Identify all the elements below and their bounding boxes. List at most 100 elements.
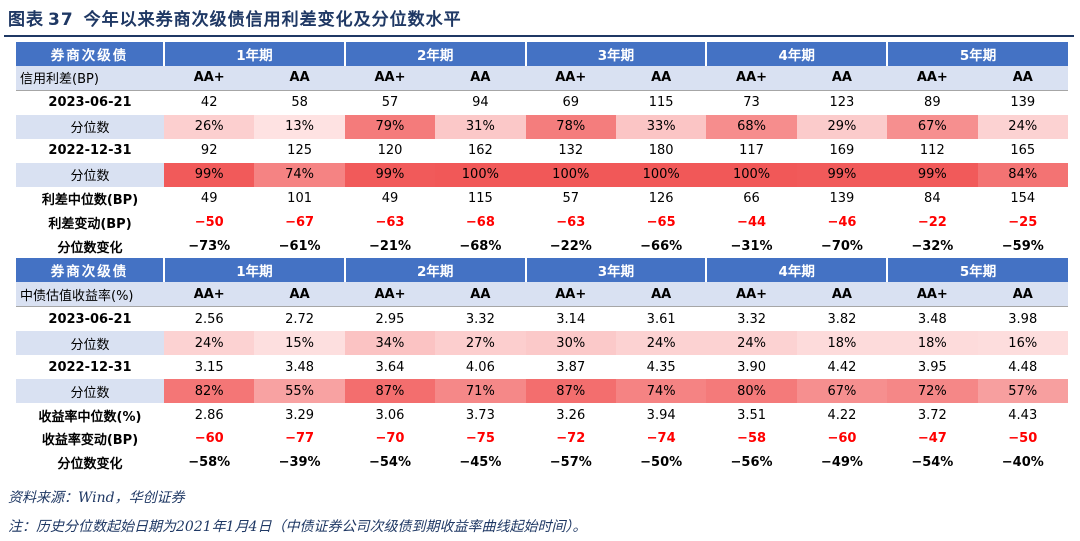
value-cell: 2.56 xyxy=(164,306,255,332)
pct-change-cell: −61% xyxy=(278,238,321,254)
value-cell: 84 xyxy=(924,191,941,207)
value-cell: 3.87 xyxy=(556,359,586,375)
row-label: 2023-06-21 xyxy=(16,89,164,115)
change-cell: −63 xyxy=(556,215,586,231)
value-cell: 3.64 xyxy=(375,359,405,375)
value-cell: 68% xyxy=(706,114,797,139)
term-header: 1年期 xyxy=(163,258,345,283)
value-cell: 100% xyxy=(615,162,707,187)
value-cell: 27% xyxy=(435,331,526,356)
value-cell: 82% xyxy=(164,379,255,404)
table-row: 2023-06-21 2.56 2.72 2.95 3.32 3.14 3.61 3.32 3.… xyxy=(16,306,1068,332)
rating-cell: AA xyxy=(254,65,345,91)
value-cell: 26% xyxy=(164,114,255,139)
row-label: 收益率中位数(%) xyxy=(38,409,142,425)
row-label: 利差中位数(BP) xyxy=(41,193,139,209)
value-cell: 18% xyxy=(796,331,888,356)
row-label: 收益率变动(BP) xyxy=(41,433,139,449)
rating-cell: AA+ xyxy=(525,65,616,91)
value-cell: 24% xyxy=(615,331,707,356)
value-cell: 3.32 xyxy=(706,306,797,332)
table-row: 分位数 99% 74% 99% 100% 100% 100% 100% 99% 99% 84% xyxy=(16,162,1068,187)
term-header: 2年期 xyxy=(343,258,526,283)
value-cell: 2.86 xyxy=(194,407,224,423)
pct-change-cell: −68% xyxy=(459,238,502,254)
change-cell: −44 xyxy=(737,215,767,231)
change-cell: −65 xyxy=(646,215,676,231)
value-cell: 72% xyxy=(887,379,978,404)
header-label: 券商次级债 xyxy=(16,42,164,66)
metric-label: 信用利差(BP) xyxy=(16,65,164,91)
change-cell: −50 xyxy=(194,215,224,231)
value-cell: 29% xyxy=(796,114,888,139)
value-cell: 123 xyxy=(796,89,888,115)
value-cell: 165 xyxy=(1010,143,1036,159)
pct-change-cell: −49% xyxy=(820,455,863,471)
value-cell: 3.61 xyxy=(615,306,707,332)
value-cell: 73 xyxy=(706,89,797,115)
value-cell: 132 xyxy=(558,143,584,159)
table-row: 2022-12-31 92 125 120 162 132 180 117 169 112 165 xyxy=(16,139,1068,163)
value-cell: 92 xyxy=(200,143,218,159)
rating-cell: AA+ xyxy=(706,282,797,307)
value-cell: 112 xyxy=(919,143,945,159)
header-row: 券商次级债 1年期 2年期 3年期 4年期 5年期 xyxy=(16,258,1068,283)
value-cell: 74% xyxy=(615,379,707,404)
change-cell: −70 xyxy=(375,431,405,447)
value-cell: 125 xyxy=(287,143,312,159)
value-cell: 57 xyxy=(562,191,580,207)
value-cell: 3.32 xyxy=(435,306,526,332)
term-header: 3年期 xyxy=(524,42,707,66)
value-cell: 49 xyxy=(381,191,399,207)
value-cell: 4.35 xyxy=(646,359,676,375)
pct-change-cell: −54% xyxy=(368,455,411,471)
table-row: 2022-12-31 3.15 3.48 3.64 4.06 3.87 4.35 3.90 4.… xyxy=(16,355,1068,379)
value-cell: 58 xyxy=(254,89,345,115)
term-header: 5年期 xyxy=(886,258,1068,283)
table-row: 分位数 82% 55% 87% 71% 87% 74% 80% 67% 72% 57% xyxy=(16,379,1068,404)
change-cell: −72 xyxy=(556,431,586,447)
value-cell: 42 xyxy=(164,89,255,115)
value-cell: 154 xyxy=(1010,191,1036,207)
value-cell: 99% xyxy=(887,162,978,187)
value-cell: 71% xyxy=(435,379,526,404)
value-cell: 79% xyxy=(344,114,436,139)
term-header: 3年期 xyxy=(524,258,707,283)
value-cell: 3.14 xyxy=(525,306,616,332)
pct-change-cell: −32% xyxy=(911,238,954,254)
figure-title-prefix: 图表 xyxy=(8,10,44,30)
value-cell: 66 xyxy=(743,191,760,207)
value-cell: 120 xyxy=(377,143,403,159)
pct-change-cell: −57% xyxy=(549,455,592,471)
value-cell: 3.90 xyxy=(737,359,767,375)
change-cell: −60 xyxy=(194,431,224,447)
header-row: 券商次级债 1年期 2年期 3年期 4年期 5年期 xyxy=(16,42,1068,66)
value-cell: 100% xyxy=(525,162,616,187)
change-cell: −77 xyxy=(285,431,315,447)
value-cell: 69 xyxy=(525,89,616,115)
pct-change-cell: −59% xyxy=(1001,238,1044,254)
table-row: 分位数 24% 15% 34% 27% 30% 24% 24% 18% 18% 16% xyxy=(16,331,1068,356)
value-cell: 3.95 xyxy=(917,359,947,375)
change-cell: −75 xyxy=(465,431,495,447)
value-cell: 87% xyxy=(525,379,616,404)
pct-change-cell: −56% xyxy=(730,455,773,471)
pct-change-cell: −45% xyxy=(459,455,502,471)
pct-change-cell: −54% xyxy=(911,455,954,471)
pct-change-cell: −66% xyxy=(640,238,683,254)
value-cell: 87% xyxy=(344,379,436,404)
term-header: 1年期 xyxy=(163,42,345,66)
value-cell: 139 xyxy=(829,191,855,207)
change-cell: −68 xyxy=(465,215,495,231)
rating-cell: AA+ xyxy=(344,282,436,307)
value-cell: 3.51 xyxy=(737,407,767,423)
value-cell: 16% xyxy=(977,331,1068,356)
data-table: 券商次级债 1年期 2年期 3年期 4年期 5年期 信用利差(BP) AA+ AA AA+ AA AA… xyxy=(16,42,1068,475)
pct-change-cell: −58% xyxy=(188,455,231,471)
value-cell: 180 xyxy=(648,143,674,159)
term-header: 5年期 xyxy=(886,42,1068,66)
table-row: 2023-06-21 42 58 57 94 69 115 73 123 89 139 xyxy=(16,89,1068,115)
row-label: 分位数 xyxy=(16,162,164,187)
change-cell: −74 xyxy=(646,431,676,447)
value-cell: 2.95 xyxy=(344,306,436,332)
